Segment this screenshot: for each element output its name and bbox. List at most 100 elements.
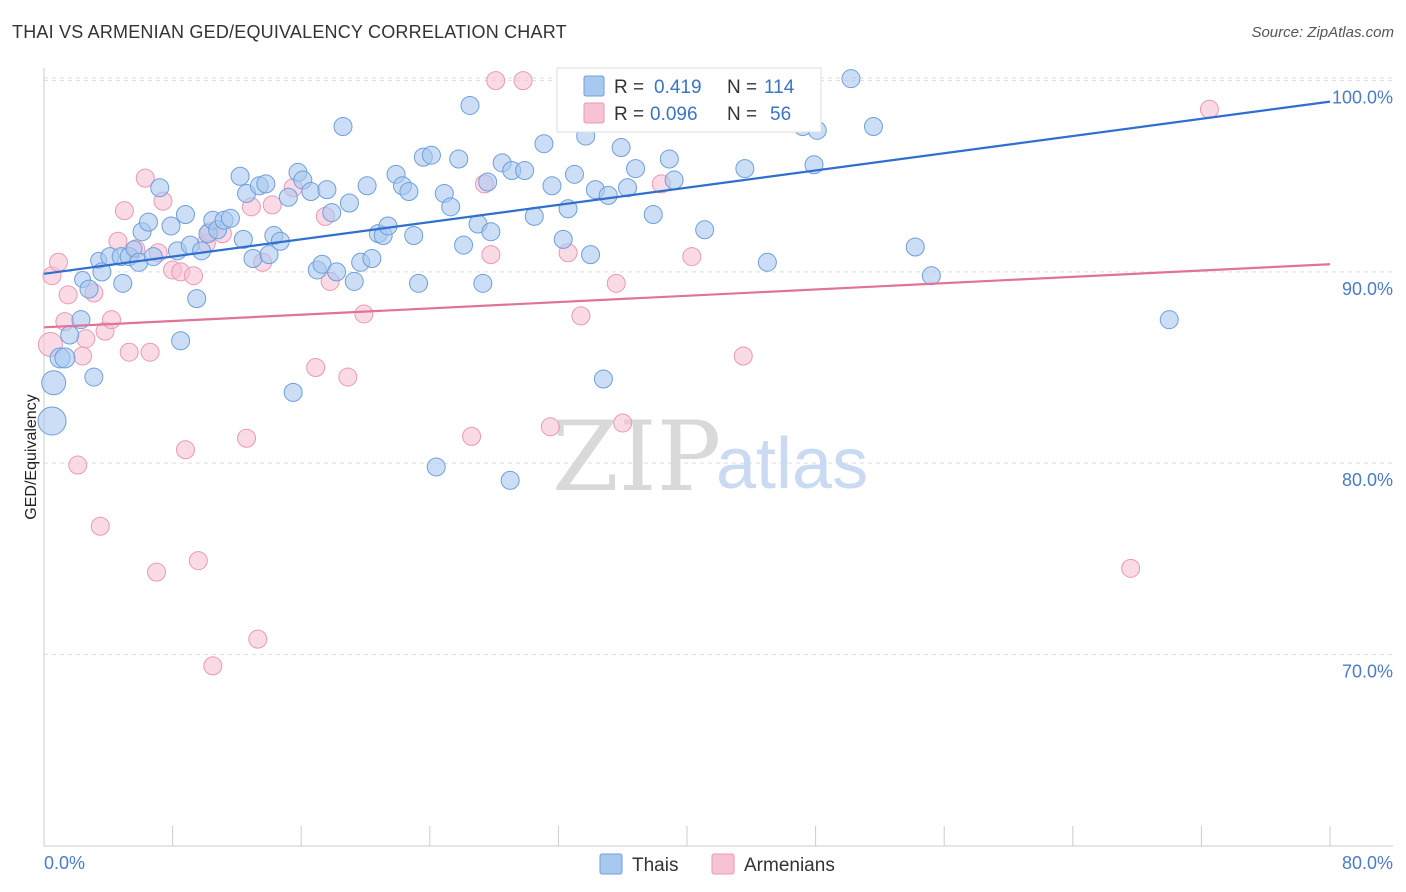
thais-point [404,226,424,246]
thais-point [37,406,67,436]
thais-n-label: N = [727,77,757,98]
thais-point [542,176,562,196]
armenians-point [513,71,533,91]
armenians-point [175,440,195,460]
armenians-point [183,266,203,286]
thais-point [626,159,646,179]
axes [43,68,1393,847]
thais-point [643,204,663,224]
thais-point [344,271,364,291]
thais-point [327,262,347,282]
armenians-point [306,358,326,377]
thais-point [695,220,715,240]
watermark-atlas: atlas [716,424,868,504]
armenians-point [58,285,78,305]
armenians-point [140,342,160,362]
thais-point [593,369,613,389]
thais-point [757,252,777,272]
thais-swatch [583,75,605,97]
thais-point [339,193,359,213]
thais-point [1159,310,1179,330]
thais-point [317,180,337,200]
thais-point [473,273,493,293]
armenians-point [147,562,167,582]
thais-point [409,273,429,293]
thais-point [113,273,133,293]
thais-point [283,382,303,402]
armenians-point [571,306,591,326]
thais-point [421,145,441,165]
armenians-point [119,342,139,362]
thais-point [171,331,191,351]
armenians-n-label: N = [727,104,757,125]
thais-point [301,182,321,202]
armenians-point [262,195,282,215]
thais-point [921,266,941,286]
legend-thais-swatch [599,853,623,875]
thais-point [426,457,446,477]
armenians-r-value: 0.096 [650,104,698,125]
thais-point [534,134,554,154]
thais-point [611,138,631,158]
armenians-point [540,417,560,437]
thais-point [553,229,573,249]
armenians-point [606,273,626,293]
thais-point [481,222,501,242]
thais-point [256,174,276,194]
thais-point [454,235,474,255]
armenians-swatch [583,102,605,124]
armenians-point [1121,558,1141,578]
thais-point [71,310,91,330]
thais-point [79,279,99,299]
thais-point [278,187,298,207]
series-legend: Thais Armenians [599,853,835,876]
y-tick-label: 80.0% [1342,470,1393,490]
armenians-point [135,168,155,188]
watermark: ZIP atlas [552,401,868,513]
legend-armenians-swatch [711,853,735,875]
thais-point [905,237,925,257]
thais-point [187,289,207,309]
thais-point [150,178,170,198]
thais-point [449,149,469,169]
thais-point [735,159,755,179]
armenians-point [48,252,68,272]
armenians-point [481,245,501,265]
watermark-zip: ZIP [552,401,721,513]
armenians-point [613,413,633,433]
thais-point [333,117,353,137]
thais-point [138,212,158,232]
armenians-points [37,71,1219,676]
source-label: Source: ZipAtlas.com [1251,24,1394,41]
y-tick-label: 100.0% [1332,88,1393,108]
armenians-point [682,247,702,267]
thais-point [243,248,263,268]
armenians-r-label: R = [614,104,644,125]
thais-point [322,203,342,223]
thais-point [515,160,535,180]
thais-point [564,164,584,184]
thais-point [598,185,618,205]
armenians-point [90,516,110,536]
thais-point [441,197,461,217]
x-ticks [43,826,1331,846]
armenians-point [1199,99,1219,119]
thais-point [362,248,382,268]
armenians-trend-line [43,263,1331,329]
y-tick-label: 70.0% [1342,661,1393,681]
thais-point [41,370,67,396]
armenians-point [73,346,93,366]
thais-point [220,208,240,228]
thais-point [357,176,377,196]
thais-point [54,347,76,369]
y-tick-labels: 70.0% 80.0% 90.0% 100.0% [1332,88,1393,682]
thais-point [399,182,419,202]
thais-r-label: R = [614,77,644,98]
thais-point [230,166,250,186]
thais-point [460,95,480,115]
y-tick-label: 90.0% [1342,279,1393,299]
armenians-point [68,455,88,475]
armenians-n-value: 56 [770,104,791,125]
thais-point [863,117,883,137]
